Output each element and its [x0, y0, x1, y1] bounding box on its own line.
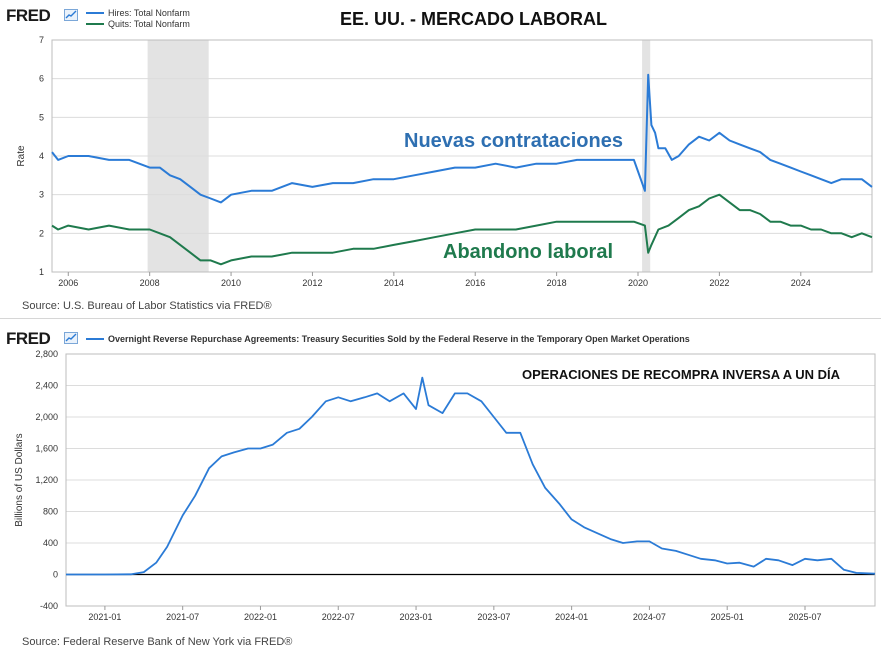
- annotation-quits: Abandono laboral: [443, 241, 613, 263]
- legend-label-hires: Hires: Total Nonfarm: [108, 7, 190, 18]
- labor-market-chart-panel: FRED Hires: Total Nonfarm Quits: Total N…: [0, 0, 881, 319]
- y-tick-label-3: 800: [43, 507, 58, 517]
- y-axis-label: Billions of US Dollars: [14, 433, 25, 526]
- legend-item-rrp: Overnight Reverse Repurchase Agreements:…: [86, 333, 690, 344]
- y-axis-label: Rate: [16, 145, 27, 167]
- y-tick-label-5: 6: [39, 74, 44, 84]
- x-tick-label-7: 2020: [628, 278, 648, 288]
- y-tick-label-2: 400: [43, 538, 58, 548]
- plot-frame: [65, 353, 876, 607]
- y-tick-label-6: 2,000: [35, 412, 58, 422]
- y-tick-label-4: 1,200: [35, 475, 58, 485]
- legend-swatch-rrp: [86, 337, 104, 340]
- fred-chart-icon: [64, 9, 78, 21]
- x-tick-label-5: 2016: [465, 278, 485, 288]
- x-tick-label-8: 2022: [709, 278, 729, 288]
- x-tick-label-5: 2023-07: [477, 612, 510, 622]
- legend-label-rrp: Overnight Reverse Repurchase Agreements:…: [108, 333, 690, 344]
- series-line-hires: [51, 73, 873, 204]
- series-line-quits: [51, 193, 873, 266]
- x-tick-label-3: 2022-07: [322, 612, 355, 622]
- y-tick-label-0: 1: [39, 267, 44, 277]
- legend: Hires: Total Nonfarm Quits: Total Nonfar…: [86, 7, 190, 29]
- x-tick-label-0: 2021-01: [88, 612, 121, 622]
- y-tick-label-8: 2,800: [35, 349, 58, 359]
- annotation-hires: Nuevas contrataciones: [404, 130, 623, 152]
- series-line-rrp: [66, 376, 876, 576]
- x-tick-label-2: 2010: [221, 278, 241, 288]
- legend: Overnight Reverse Repurchase Agreements:…: [86, 333, 690, 344]
- legend-swatch-quits: [86, 22, 104, 25]
- y-tick-label-1: 0: [53, 570, 58, 580]
- y-tick-label-7: 2,400: [35, 381, 58, 391]
- source-note: Source: Federal Reserve Bank of New York…: [22, 636, 293, 648]
- x-tick-label-7: 2024-07: [633, 612, 666, 622]
- y-tick-label-2: 3: [39, 190, 44, 200]
- x-tick-label-4: 2014: [384, 278, 404, 288]
- y-tick-label-5: 1,600: [35, 444, 58, 454]
- x-tick-label-6: 2024-01: [555, 612, 588, 622]
- legend-item-hires: Hires: Total Nonfarm: [86, 7, 190, 18]
- source-note: Source: U.S. Bureau of Labor Statistics …: [22, 300, 272, 312]
- x-tick-label-9: 2024: [791, 278, 811, 288]
- x-tick-label-3: 2012: [302, 278, 322, 288]
- y-tick-label-3: 4: [39, 151, 44, 161]
- y-tick-label-1: 2: [39, 228, 44, 238]
- x-tick-label-1: 2021-07: [166, 612, 199, 622]
- fred-logo: FRED: [6, 6, 51, 25]
- plot-frame: [51, 39, 873, 273]
- fred-logo: FRED: [6, 329, 51, 348]
- hires-quits-chart: 1 2 3 4 5 6 7 2006 2008 2010 2012 2014 2016 2018 2020 2…: [16, 35, 873, 288]
- x-tick-label-4: 2023-01: [400, 612, 433, 622]
- chart-title: OPERACIONES DE RECOMPRA INVERSA A UN DÍA: [522, 367, 841, 382]
- reverse-repo-chart: -400 0 400 800 1,200 1,600 2,000 2,400 2,800 2021…: [14, 349, 876, 622]
- y-tick-label-4: 5: [39, 112, 44, 122]
- reverse-repo-chart-panel: FRED Overnight Reverse Repurchase Agreem…: [0, 322, 881, 650]
- x-tick-label-8: 2025-01: [711, 612, 744, 622]
- legend-swatch-hires: [86, 11, 104, 14]
- x-tick-label-2: 2022-01: [244, 612, 277, 622]
- x-tick-label-0: 2006: [58, 278, 78, 288]
- x-tick-label-1: 2008: [140, 278, 160, 288]
- legend-label-quits: Quits: Total Nonfarm: [108, 18, 190, 29]
- y-tick-label-6: 7: [39, 35, 44, 45]
- x-tick-label-6: 2018: [547, 278, 567, 288]
- fred-chart-icon: [64, 332, 78, 344]
- chart-title: EE. UU. - MERCADO LABORAL: [340, 9, 607, 29]
- legend-item-quits: Quits: Total Nonfarm: [86, 18, 190, 29]
- x-tick-label-9: 2025-07: [788, 612, 821, 622]
- y-tick-label-0: -400: [40, 601, 58, 611]
